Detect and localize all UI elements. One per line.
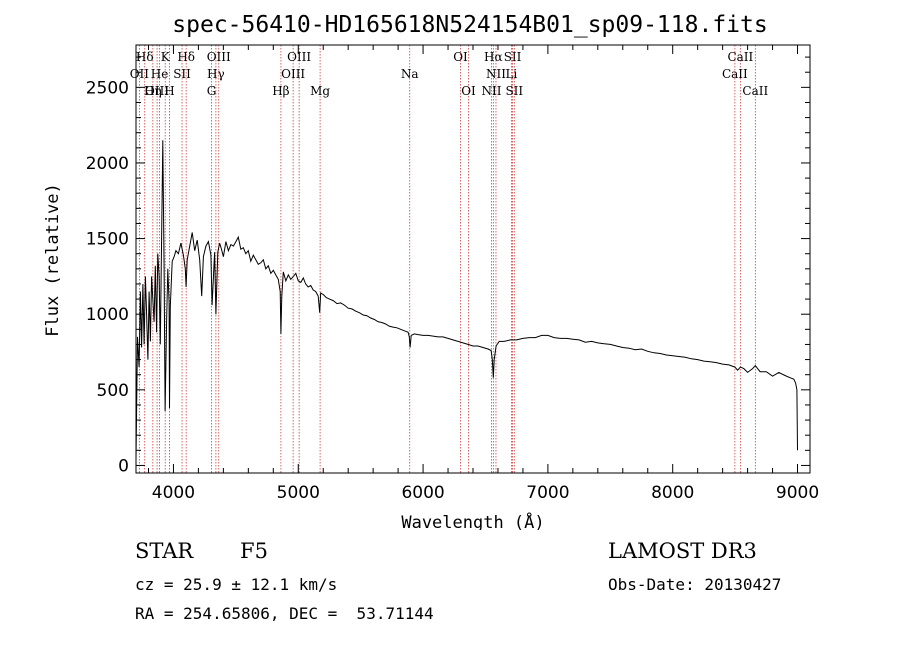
x-tick-label: 9000 [776,483,819,503]
x-axis-label: Wavelength (Å) [401,511,544,530]
observation-date: Obs-Date: 20130427 [608,575,782,594]
x-tick-label: 5000 [277,483,320,503]
object-subclass: F5 [240,539,268,563]
plot-frame [135,44,811,474]
line-marker-label: He [151,67,169,81]
line-marker-label: K [161,50,171,64]
line-marker-label: Hα [484,50,503,64]
redshift-velocity: cz = 25.9 ± 12.1 km/s [135,575,338,594]
line-marker-label: CaII [742,84,768,98]
y-tick-label: 500 [97,381,129,401]
survey-name: LAMOST DR3 [608,539,757,563]
y-tick-label: 2000 [86,154,129,174]
line-marker-label: NII [486,67,506,81]
line-marker-label: OI [461,84,476,98]
spectrum-series-line [135,140,798,460]
y-tick-label: 1500 [86,230,129,250]
line-marker-label: OIII [145,84,169,98]
spectrum-chart: spec-56410-HD165618N524154B01_sp09-118.f… [43,12,819,530]
y-tick-label: 2500 [86,78,129,98]
x-tick-label: 7000 [526,483,569,503]
line-marker-label: Hδ [177,50,195,64]
line-marker-label: G [207,84,217,98]
line-marker-label: SII [505,84,523,98]
coordinates: RA = 254.65806, DEC = 53.71144 [135,604,434,623]
line-marker-label: H [164,84,174,98]
object-class: STAR [135,539,194,563]
line-marker-label: Hβ [272,84,289,98]
line-marker-label: CaII [722,67,748,81]
line-marker-label: OII [130,67,150,81]
y-tick-label: 0 [118,456,129,476]
y-tick-label: 1000 [86,305,129,325]
x-tick-label: 8000 [651,483,694,503]
line-marker-label: Li [506,67,518,81]
line-marker-label: Na [401,67,419,81]
line-marker-label: OIII [207,50,231,64]
axis-ticks [136,45,810,473]
line-marker-label: SII [504,50,522,64]
axis-tick-labels: 4000 5000 6000 7000 8000 9000 0 500 1000 1500 2000… [86,78,819,503]
line-marker-label: NII [481,84,501,98]
line-markers [138,45,756,473]
line-marker-label: Hη [144,84,162,98]
line-marker-label: Mg [310,84,330,98]
line-marker-label: OIII [281,67,305,81]
chart-title: spec-56410-HD165618N524154B01_sp09-118.f… [172,12,767,38]
line-marker-label: Hγ [207,67,225,81]
line-marker-label: SII [173,67,191,81]
x-tick-label: 6000 [401,483,444,503]
line-marker-label: OIII [287,50,311,64]
line-marker-label: OI [453,50,468,64]
line-marker-label: Hδ [136,50,154,64]
x-tick-label: 4000 [152,483,195,503]
y-axis-label: Flux (relative) [43,183,63,337]
line-marker-label: CaII [727,50,753,64]
